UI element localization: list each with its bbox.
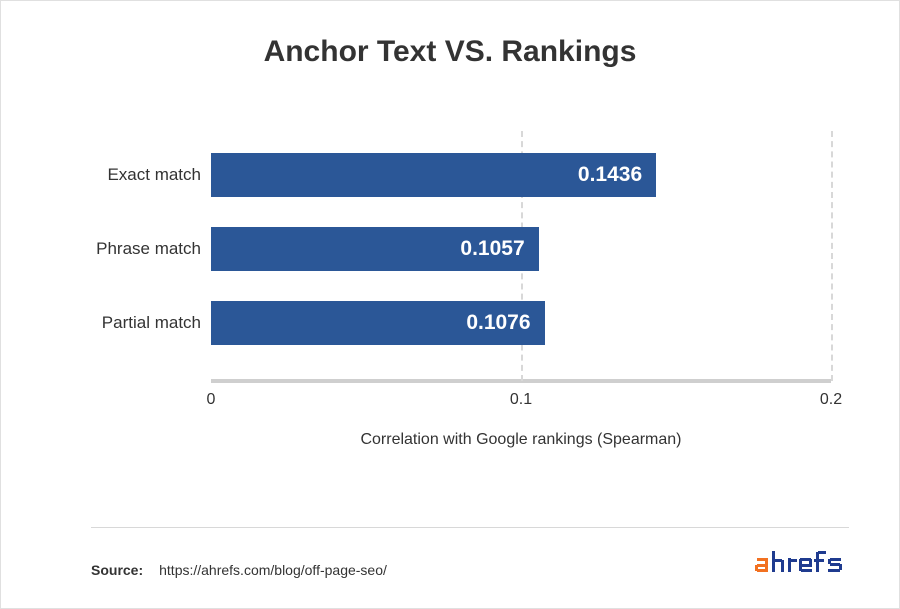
bar-value-label: 0.1436 (578, 163, 642, 187)
chart-plot: Correlation with Google rankings (Spearm… (211, 131, 831, 381)
y-axis-label: Exact match (81, 153, 211, 197)
bar-row: Partial match0.1076 (211, 301, 831, 345)
x-axis-label: Correlation with Google rankings (Spearm… (211, 431, 831, 449)
gridline (831, 131, 833, 381)
bar: 0.1076 (211, 301, 545, 345)
source-block: Source: https://ahrefs.com/blog/off-page… (91, 562, 387, 578)
source-url: https://ahrefs.com/blog/off-page-seo/ (159, 562, 387, 578)
x-tick-label: 0.1 (510, 391, 532, 409)
x-tick-label: 0.2 (820, 391, 842, 409)
x-tick-label: 0 (207, 391, 216, 409)
source-label: Source: (91, 562, 143, 578)
y-axis-label: Phrase match (81, 227, 211, 271)
chart-footer: Source: https://ahrefs.com/blog/off-page… (91, 527, 849, 578)
bar-value-label: 0.1057 (460, 237, 524, 261)
chart-title: Anchor Text VS. Rankings (1, 35, 899, 69)
chart-area: Correlation with Google rankings (Spearm… (91, 131, 851, 451)
bar-row: Exact match0.1436 (211, 153, 831, 197)
bar-value-label: 0.1076 (466, 311, 530, 335)
chart-card: Anchor Text VS. Rankings Correlation wit… (0, 0, 900, 609)
y-axis-label: Partial match (81, 301, 211, 345)
brand-logo (755, 544, 849, 578)
bar: 0.1436 (211, 153, 656, 197)
bar: 0.1057 (211, 227, 539, 271)
bar-row: Phrase match0.1057 (211, 227, 831, 271)
ahrefs-logo-icon (755, 548, 849, 578)
